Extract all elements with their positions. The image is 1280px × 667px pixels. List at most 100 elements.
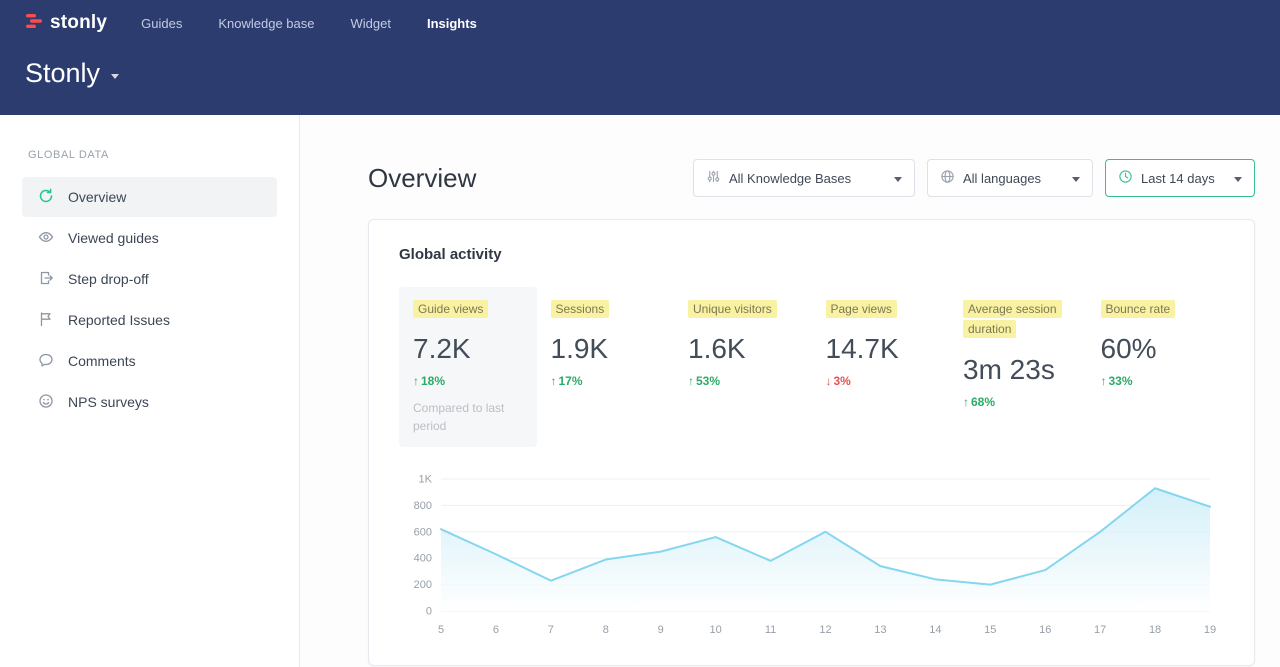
top-nav-row: stonly Guides Knowledge base Widget Insi… bbox=[0, 0, 1280, 42]
trend-up-icon: ↑ bbox=[963, 395, 969, 409]
filter-label: All languages bbox=[963, 171, 1041, 186]
top-header: stonly Guides Knowledge base Widget Insi… bbox=[0, 0, 1280, 115]
main-content: Overview All Knowledge Bases All languag… bbox=[300, 115, 1280, 667]
metric-delta: ↑33% bbox=[1101, 374, 1211, 388]
sidebar-item-nps-surveys[interactable]: NPS surveys bbox=[22, 382, 277, 422]
sidebar-item-label: Step drop-off bbox=[68, 271, 149, 287]
svg-text:18: 18 bbox=[1149, 624, 1161, 636]
trend-up-icon: ↑ bbox=[413, 374, 419, 388]
metric-delta-value: 3% bbox=[834, 374, 851, 388]
sidebar: GLOBAL DATA Overview Viewed guides Step … bbox=[0, 115, 300, 667]
refresh-icon bbox=[38, 188, 54, 207]
step-dropoff-icon bbox=[38, 270, 54, 289]
page-title: Overview bbox=[368, 163, 476, 194]
svg-text:17: 17 bbox=[1094, 624, 1106, 636]
svg-text:11: 11 bbox=[765, 624, 776, 636]
metric-delta-value: 68% bbox=[971, 395, 995, 409]
metric-note: Compared to last period bbox=[413, 400, 523, 435]
filter-bar: All Knowledge Bases All languages Last 1… bbox=[693, 159, 1255, 197]
nav-widget[interactable]: Widget bbox=[351, 16, 391, 31]
sidebar-item-label: Viewed guides bbox=[68, 230, 159, 246]
card-title: Global activity bbox=[399, 246, 1224, 263]
metric-value: 60% bbox=[1101, 333, 1211, 365]
metric-bounce-rate[interactable]: Bounce rate 60% ↑33% bbox=[1087, 287, 1225, 447]
main-header: Overview All Knowledge Bases All languag… bbox=[368, 159, 1255, 197]
metric-label: Bounce rate bbox=[1101, 300, 1176, 318]
svg-text:13: 13 bbox=[874, 624, 886, 636]
workspace-selector[interactable]: Stonly bbox=[0, 42, 1280, 89]
metric-delta: ↑18% bbox=[413, 374, 523, 388]
metric-label: Guide views bbox=[413, 300, 488, 318]
activity-area-chart: 02004006008001K5678910111213141516171819 bbox=[399, 469, 1224, 639]
svg-text:16: 16 bbox=[1039, 624, 1051, 636]
svg-text:800: 800 bbox=[414, 500, 432, 512]
nav-guides[interactable]: Guides bbox=[141, 16, 182, 31]
svg-text:1K: 1K bbox=[419, 474, 433, 486]
metric-average-session-duration[interactable]: Average session duration 3m 23s ↑68% bbox=[949, 287, 1087, 447]
svg-text:19: 19 bbox=[1204, 624, 1216, 636]
svg-text:5: 5 bbox=[438, 624, 444, 636]
metric-delta-value: 18% bbox=[421, 374, 445, 388]
svg-text:0: 0 bbox=[426, 606, 432, 618]
svg-text:200: 200 bbox=[414, 579, 432, 591]
trend-down-icon: ↓ bbox=[826, 374, 832, 388]
content: GLOBAL DATA Overview Viewed guides Step … bbox=[0, 115, 1280, 667]
sidebar-item-label: NPS surveys bbox=[68, 394, 149, 410]
global-activity-card: Global activity Guide views 7.2K ↑18% Co… bbox=[368, 219, 1255, 666]
metric-label: Page views bbox=[826, 300, 897, 318]
svg-text:600: 600 bbox=[414, 526, 432, 538]
knowledge-base-filter-dropdown[interactable]: All Knowledge Bases bbox=[693, 159, 915, 197]
metric-label: Unique visitors bbox=[688, 300, 777, 318]
globe-icon bbox=[940, 169, 955, 187]
sidebar-section-label: GLOBAL DATA bbox=[28, 149, 299, 161]
metric-value: 1.9K bbox=[551, 333, 661, 365]
chevron-down-icon bbox=[1072, 177, 1080, 182]
filter-label: All Knowledge Bases bbox=[729, 171, 851, 186]
metric-value: 7.2K bbox=[413, 333, 523, 365]
flag-icon bbox=[38, 311, 54, 330]
metric-value: 14.7K bbox=[826, 333, 936, 365]
stonly-logo-icon bbox=[25, 12, 43, 35]
trend-up-icon: ↑ bbox=[551, 374, 557, 388]
metric-delta-value: 53% bbox=[696, 374, 720, 388]
svg-text:10: 10 bbox=[710, 624, 722, 636]
metric-page-views[interactable]: Page views 14.7K ↓3% bbox=[812, 287, 950, 447]
nav-insights[interactable]: Insights bbox=[427, 16, 477, 31]
metric-label: Average session duration bbox=[963, 300, 1062, 338]
sidebar-item-overview[interactable]: Overview bbox=[22, 177, 277, 217]
chart-canvas: 02004006008001K5678910111213141516171819 bbox=[399, 469, 1224, 639]
clock-icon bbox=[1118, 169, 1133, 187]
smiley-icon bbox=[38, 393, 54, 412]
svg-text:14: 14 bbox=[929, 624, 941, 636]
top-navigation: Guides Knowledge base Widget Insights bbox=[141, 16, 477, 31]
sidebar-item-step-drop-off[interactable]: Step drop-off bbox=[22, 259, 277, 299]
filter-label: Last 14 days bbox=[1141, 171, 1215, 186]
svg-text:6: 6 bbox=[493, 624, 499, 636]
metric-guide-views[interactable]: Guide views 7.2K ↑18% Compared to last p… bbox=[399, 287, 537, 447]
logo-text: stonly bbox=[50, 12, 107, 34]
metric-label: Sessions bbox=[551, 300, 610, 318]
sidebar-item-label: Comments bbox=[68, 353, 136, 369]
metric-unique-visitors[interactable]: Unique visitors 1.6K ↑53% bbox=[674, 287, 812, 447]
metric-value: 3m 23s bbox=[963, 354, 1073, 386]
metric-sessions[interactable]: Sessions 1.9K ↑17% bbox=[537, 287, 675, 447]
sidebar-item-comments[interactable]: Comments bbox=[22, 341, 277, 381]
sidebar-item-viewed-guides[interactable]: Viewed guides bbox=[22, 218, 277, 258]
language-filter-dropdown[interactable]: All languages bbox=[927, 159, 1093, 197]
metric-delta-value: 17% bbox=[559, 374, 583, 388]
sidebar-item-reported-issues[interactable]: Reported Issues bbox=[22, 300, 277, 340]
stonly-logo[interactable]: stonly bbox=[25, 12, 107, 35]
svg-text:7: 7 bbox=[548, 624, 554, 636]
comment-icon bbox=[38, 352, 54, 371]
svg-text:8: 8 bbox=[603, 624, 609, 636]
svg-text:15: 15 bbox=[984, 624, 996, 636]
sliders-icon bbox=[706, 169, 721, 187]
date-range-filter-dropdown[interactable]: Last 14 days bbox=[1105, 159, 1255, 197]
nav-knowledge-base[interactable]: Knowledge base bbox=[218, 16, 314, 31]
eye-icon bbox=[38, 229, 54, 248]
metric-value: 1.6K bbox=[688, 333, 798, 365]
chevron-down-icon bbox=[111, 74, 119, 79]
svg-text:9: 9 bbox=[658, 624, 664, 636]
metric-delta: ↑68% bbox=[963, 395, 1073, 409]
metrics-row: Guide views 7.2K ↑18% Compared to last p… bbox=[399, 287, 1224, 447]
